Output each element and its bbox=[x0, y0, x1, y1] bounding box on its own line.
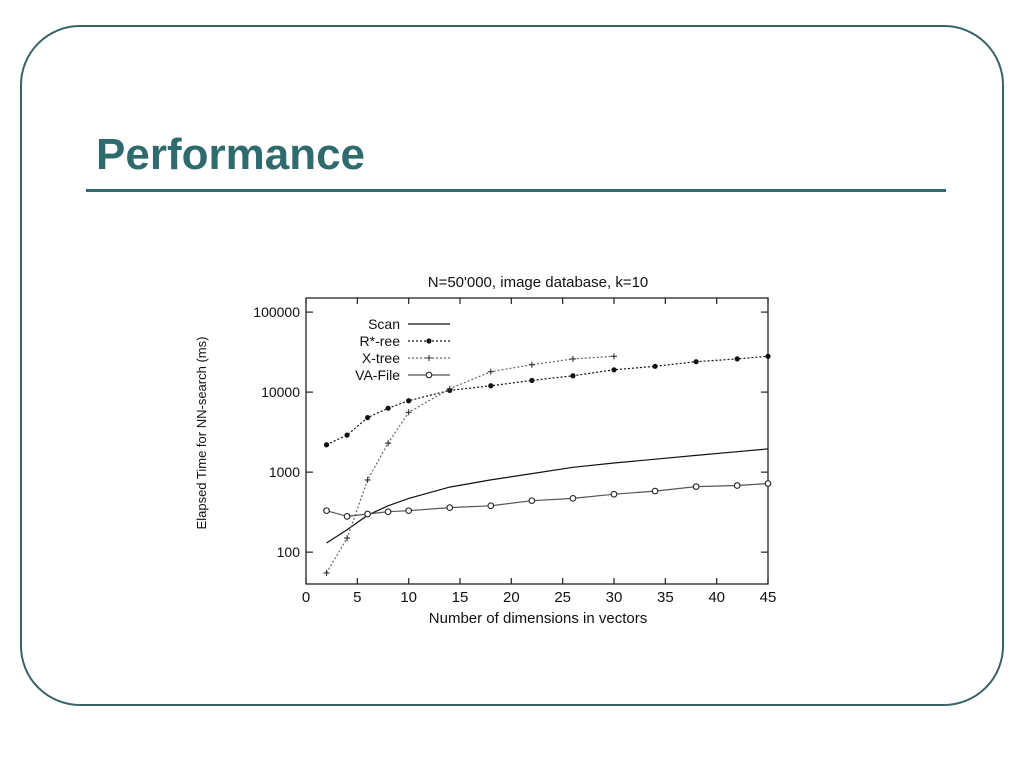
data-point-va-file bbox=[405, 507, 413, 515]
data-point-r-ree bbox=[365, 415, 371, 421]
y-tick-label: 100000 bbox=[253, 304, 300, 320]
data-point-x-tree bbox=[611, 353, 617, 360]
series-line-r-ree bbox=[326, 355, 769, 446]
series-layer bbox=[323, 353, 772, 576]
x-tick-label: 30 bbox=[606, 589, 623, 606]
data-point-x-tree bbox=[569, 355, 576, 362]
x-tick-label: 20 bbox=[503, 589, 520, 606]
x-tick-label: 10 bbox=[400, 589, 417, 606]
data-point-r-ree bbox=[693, 359, 699, 365]
data-point-va-file bbox=[364, 510, 371, 518]
x-axis-ticks: 0 5 10 15 20 25 30 35 40 45 bbox=[302, 298, 777, 606]
data-point-x-tree bbox=[405, 409, 412, 416]
data-point-r-ree bbox=[765, 353, 771, 359]
series-line-va-file bbox=[326, 483, 769, 518]
data-point-va-file bbox=[692, 483, 700, 490]
data-point-va-file bbox=[733, 482, 741, 489]
data-point-x-tree bbox=[364, 476, 371, 483]
data-point-r-ree bbox=[406, 398, 412, 404]
x-axis-label: Number of dimensions in vectors bbox=[429, 610, 647, 627]
series-x-tree bbox=[323, 353, 617, 576]
data-point-va-file bbox=[384, 508, 392, 516]
data-point-r-ree bbox=[570, 373, 576, 379]
data-point-va-file bbox=[528, 497, 536, 505]
x-tick-label: 45 bbox=[760, 589, 777, 606]
data-point-r-ree bbox=[323, 442, 330, 448]
data-point-r-ree bbox=[652, 363, 658, 369]
data-point-x-tree bbox=[446, 385, 453, 392]
plot-frame bbox=[305, 297, 769, 585]
series-r-ree bbox=[323, 353, 771, 448]
x-tick-label: 40 bbox=[708, 589, 725, 606]
elapsed-time-line-chart: N=50'000, image database, k=10 Elapsed T… bbox=[194, 274, 777, 627]
x-tick-label: 5 bbox=[353, 589, 361, 606]
title-underline bbox=[86, 189, 946, 192]
data-point-x-tree bbox=[323, 569, 330, 576]
data-point-x-tree bbox=[528, 361, 535, 368]
x-tick-label: 0 bbox=[302, 589, 310, 606]
chart-title: N=50'000, image database, k=10 bbox=[428, 274, 649, 291]
data-point-r-ree bbox=[611, 367, 617, 373]
data-point-va-file bbox=[343, 513, 351, 520]
data-point-va-file bbox=[651, 487, 659, 495]
data-point-va-file bbox=[764, 480, 772, 487]
x-tick-label: 35 bbox=[657, 589, 674, 606]
series-line-x-tree bbox=[325, 355, 615, 574]
data-point-va-file bbox=[610, 490, 618, 498]
data-point-r-ree bbox=[529, 377, 535, 384]
data-point-r-ree bbox=[488, 383, 494, 389]
legend-label-r-ree: R*-ree bbox=[360, 333, 401, 349]
data-point-va-file bbox=[323, 507, 330, 515]
legend-label-x-tree: X-tree bbox=[362, 350, 400, 366]
y-tick-label: 100 bbox=[277, 544, 301, 560]
slide-frame bbox=[20, 25, 1004, 706]
data-point-x-tree bbox=[344, 535, 351, 542]
y-axis-ticks: 100 1000 10000 100000 bbox=[253, 304, 768, 560]
x-tick-label: 15 bbox=[452, 589, 469, 606]
series-line-scan bbox=[326, 448, 769, 544]
data-point-r-ree bbox=[385, 405, 391, 411]
legend-marker-va-file bbox=[425, 371, 433, 379]
y-tick-label: 10000 bbox=[261, 384, 300, 400]
series-va-file bbox=[323, 480, 772, 520]
data-point-va-file bbox=[569, 495, 577, 502]
y-tick-label: 1000 bbox=[269, 464, 300, 480]
x-tick-label: 25 bbox=[554, 589, 571, 606]
y-axis-label: Elapsed Time for NN-search (ms) bbox=[194, 337, 209, 530]
data-point-r-ree bbox=[344, 432, 350, 438]
data-point-va-file bbox=[487, 502, 495, 510]
legend-marker-x-tree bbox=[426, 355, 432, 361]
slide-title: Performance bbox=[96, 130, 366, 179]
data-point-r-ree bbox=[734, 356, 740, 362]
legend-label-va-file: VA-File bbox=[355, 367, 400, 383]
data-point-x-tree bbox=[385, 440, 392, 447]
data-point-x-tree bbox=[487, 368, 494, 375]
data-point-va-file bbox=[446, 504, 454, 511]
series-scan bbox=[326, 448, 769, 544]
legend-label-scan: Scan bbox=[368, 316, 400, 332]
legend-marker-r-ree bbox=[426, 338, 432, 344]
